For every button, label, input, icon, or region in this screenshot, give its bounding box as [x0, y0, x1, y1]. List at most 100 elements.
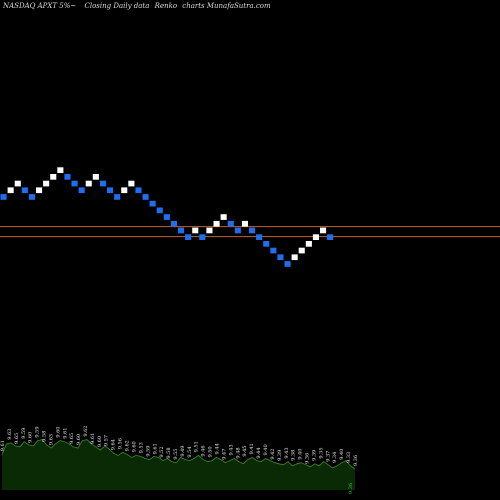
header-brand: charts MunafaSutra.com — [182, 2, 271, 10]
volume-label-7: 9.58 — [41, 431, 47, 442]
volume-label-last: 9.36 — [348, 483, 354, 494]
header-change: 5% — [59, 2, 70, 10]
volume-label-48: 9.37 — [325, 451, 331, 462]
volume-label-34: 9.43 — [228, 444, 234, 455]
reference-lines — [0, 226, 500, 238]
volume-label-14: 9.61 — [90, 433, 96, 444]
volume-label-42: 9.43 — [284, 447, 290, 458]
volume-labels: 9.619.63 9.65 9.59 9.60 9.59 9.58 9.639.60 9.61… — [0, 426, 359, 494]
volume-label-27: 9.49 — [180, 445, 186, 456]
header-subtitle: Closing Daily data — [84, 2, 149, 10]
volume-label-1: 9.61 — [0, 440, 6, 451]
volume-label-6: 9.59 — [35, 426, 41, 437]
renko-brick-21 — [142, 194, 149, 200]
renko-brick-14 — [92, 174, 99, 180]
volume-label-26: 9.55 — [173, 449, 179, 460]
renko-brick-36 — [249, 227, 256, 234]
volume-label-52: 9.36 — [353, 455, 359, 466]
volume-label-25: 9.58 — [166, 447, 172, 458]
renko-brick-41 — [284, 261, 291, 267]
volume-label-13: 9.62 — [83, 426, 89, 437]
volume-label-35: 9.48 — [235, 447, 241, 458]
volume-label-49: 9.34 — [332, 452, 338, 463]
renko-brick-17 — [114, 194, 121, 200]
renko-brick-46 — [320, 227, 327, 234]
renko-brick-29 — [199, 234, 206, 240]
renko-brick-18 — [121, 187, 128, 194]
volume-area — [2, 439, 355, 490]
volume-label-38: 9.44 — [256, 447, 262, 458]
renko-brick-31 — [213, 220, 220, 227]
renko-brick-20 — [135, 187, 142, 194]
volume-label-37: 9.41 — [249, 443, 255, 454]
renko-brick-10 — [64, 174, 71, 180]
renko-brick-27 — [185, 234, 192, 240]
renko-brick-1 — [0, 194, 7, 200]
volume-label-32: 9.44 — [215, 443, 221, 454]
volume-label-12: 9.60 — [76, 434, 82, 445]
renko-brick-33 — [227, 220, 234, 227]
volume-label-4: 9.59 — [21, 428, 27, 439]
volume-label-21: 9.53 — [138, 442, 144, 453]
volume-label-10: 9.61 — [62, 428, 68, 439]
renko-brick-13 — [85, 180, 92, 187]
renko-brick-19 — [128, 180, 135, 187]
volume-label-20: 9.60 — [131, 441, 137, 452]
renko-brick-39 — [270, 247, 277, 254]
volume-label-40: 9.42 — [270, 449, 276, 460]
renko-brick-9 — [57, 167, 64, 173]
volume-label-22: 9.59 — [145, 446, 151, 457]
volume-label-43: 9.38 — [291, 450, 297, 461]
volume-label-8: 9.63 — [49, 434, 55, 445]
renko-brick-4 — [21, 187, 28, 194]
renko-brick-23 — [156, 207, 163, 214]
renko-brick-3 — [14, 180, 21, 187]
volume-strip — [1, 439, 356, 490]
volume-label-29: 9.51 — [194, 441, 200, 452]
renko-brick-38 — [263, 241, 270, 247]
volume-line — [1, 439, 356, 470]
header-symbol: NASDAQ APXT — [2, 2, 58, 10]
volume-label-11: 9.65 — [69, 433, 75, 444]
renko-brick-2 — [7, 187, 14, 194]
renko-brick-22 — [149, 200, 156, 207]
volume-label-2: 9.63 — [7, 429, 13, 440]
renko-brick-28 — [192, 227, 199, 234]
volume-label-24: 9.52 — [159, 446, 165, 457]
renko-brick-44 — [305, 241, 312, 247]
renko-brick-37 — [256, 234, 263, 240]
renko-brick-25 — [170, 220, 177, 227]
renko-brick-12 — [78, 187, 85, 194]
volume-label-45: 9.36 — [305, 453, 311, 464]
volume-label-46: 9.39 — [311, 450, 317, 461]
chart-header: NASDAQ APXT 5%~ Closing Daily data Renko… — [2, 2, 271, 10]
volume-label-17: 9.64 — [111, 439, 117, 450]
renko-brick-40 — [277, 254, 284, 261]
volume-label-15: 9.60 — [97, 436, 103, 447]
volume-label-19: 9.62 — [125, 440, 131, 451]
renko-brick-26 — [178, 227, 185, 234]
header-arrow: ~ — [70, 2, 76, 10]
volume-label-23: 9.61 — [152, 443, 158, 454]
renko-brick-43 — [298, 247, 305, 254]
renko-brick-7 — [43, 180, 50, 187]
renko-brick-8 — [50, 174, 57, 180]
renko-brick-42 — [291, 254, 298, 261]
renko-brick-35 — [241, 220, 248, 227]
renko-brick-45 — [312, 234, 319, 240]
renko-brick-15 — [99, 180, 106, 187]
header-chart-kind: Renko — [154, 2, 177, 10]
volume-label-9: 9.60 — [55, 426, 61, 437]
renko-brick-30 — [206, 227, 213, 234]
volume-label-50: 9.40 — [339, 449, 345, 460]
renko-brick-24 — [163, 214, 170, 220]
volume-label-3: 9.65 — [14, 433, 20, 444]
volume-label-39: 9.40 — [263, 444, 269, 455]
volume-label-41: 9.39 — [277, 450, 283, 461]
volume-label-30: 9.46 — [201, 445, 207, 456]
renko-brick-5 — [28, 194, 35, 200]
volume-label-44: 9.40 — [298, 449, 304, 460]
volume-label-47: 9.35 — [318, 447, 324, 458]
renko-brick-6 — [36, 187, 43, 194]
